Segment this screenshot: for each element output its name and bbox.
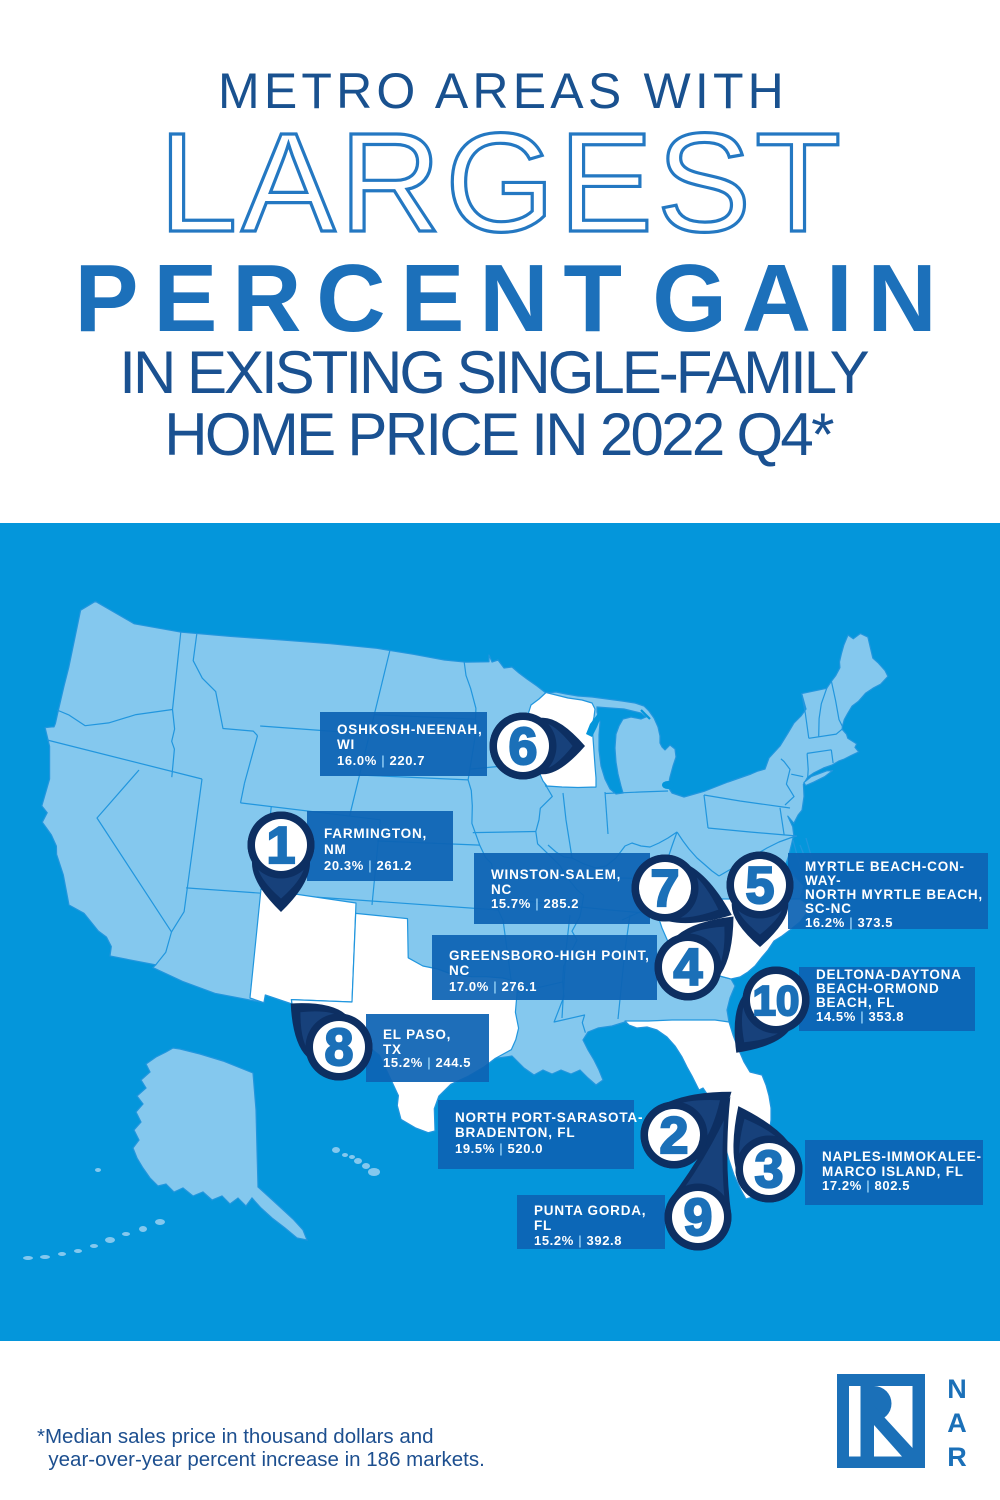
svg-text:NM: NM <box>324 842 347 857</box>
svg-text:NC: NC <box>491 882 512 897</box>
svg-text:A: A <box>947 1408 967 1438</box>
svg-text:WAY-: WAY- <box>805 873 841 888</box>
svg-text:NAPLES-IMMOKALEE-: NAPLES-IMMOKALEE- <box>822 1149 982 1164</box>
svg-text:TX: TX <box>383 1042 402 1057</box>
svg-text:NORTH PORT-SARASOTA-: NORTH PORT-SARASOTA- <box>455 1110 643 1125</box>
svg-text:PUNTA GORDA,: PUNTA GORDA, <box>534 1203 646 1218</box>
svg-text:FL: FL <box>534 1218 552 1233</box>
svg-text:MARCO ISLAND, FL: MARCO ISLAND, FL <box>822 1164 964 1179</box>
svg-text:FARMINGTON,: FARMINGTON, <box>324 826 427 841</box>
svg-text:BRADENTON, FL: BRADENTON, FL <box>455 1125 575 1140</box>
svg-text:3: 3 <box>755 1141 784 1199</box>
svg-text:GREENSBORO-HIGH POINT,: GREENSBORO-HIGH POINT, <box>449 948 650 963</box>
svg-text:EL PASO,: EL PASO, <box>383 1027 451 1042</box>
svg-text:16.0% | 220.7: 16.0% | 220.7 <box>337 753 425 768</box>
svg-text:15.7% | 285.2: 15.7% | 285.2 <box>491 896 579 911</box>
svg-text:NORTH MYRTLE BEACH,: NORTH MYRTLE BEACH, <box>805 887 983 902</box>
svg-text:14.5% | 353.8: 14.5% | 353.8 <box>816 1009 904 1024</box>
svg-text:15.2% | 392.8: 15.2% | 392.8 <box>534 1233 622 1248</box>
svg-text:17.2% | 802.5: 17.2% | 802.5 <box>822 1178 910 1193</box>
svg-text:DELTONA-DAYTONA: DELTONA-DAYTONA <box>816 967 962 982</box>
svg-text:15.2% | 244.5: 15.2% | 244.5 <box>383 1055 471 1070</box>
svg-text:20.3% | 261.2: 20.3% | 261.2 <box>324 858 412 873</box>
svg-text:9: 9 <box>684 1189 713 1247</box>
svg-text:10: 10 <box>753 977 800 1024</box>
svg-text:BEACH, FL: BEACH, FL <box>816 995 895 1010</box>
svg-text:8: 8 <box>325 1019 354 1077</box>
svg-text:5: 5 <box>746 857 775 915</box>
svg-text:1: 1 <box>267 817 296 875</box>
svg-text:NC: NC <box>449 963 470 978</box>
svg-text:19.5% | 520.0: 19.5% | 520.0 <box>455 1141 543 1156</box>
svg-text:OSHKOSH-NEENAH,: OSHKOSH-NEENAH, <box>337 722 483 737</box>
svg-text:2: 2 <box>660 1107 689 1165</box>
svg-text:BEACH-ORMOND: BEACH-ORMOND <box>816 981 940 996</box>
svg-text:R: R <box>947 1442 967 1472</box>
svg-text:WI: WI <box>337 737 355 752</box>
svg-text:17.0% | 276.1: 17.0% | 276.1 <box>449 979 537 994</box>
svg-text:7: 7 <box>651 860 680 918</box>
svg-text:N: N <box>947 1374 967 1404</box>
svg-text:SC-NC: SC-NC <box>805 901 852 916</box>
svg-text:6: 6 <box>509 718 538 776</box>
svg-text:16.2% | 373.5: 16.2% | 373.5 <box>805 915 893 930</box>
svg-text:MYRTLE BEACH-CON-: MYRTLE BEACH-CON- <box>805 859 965 874</box>
svg-text:WINSTON-SALEM,: WINSTON-SALEM, <box>491 867 621 882</box>
svg-text:4: 4 <box>674 939 703 997</box>
